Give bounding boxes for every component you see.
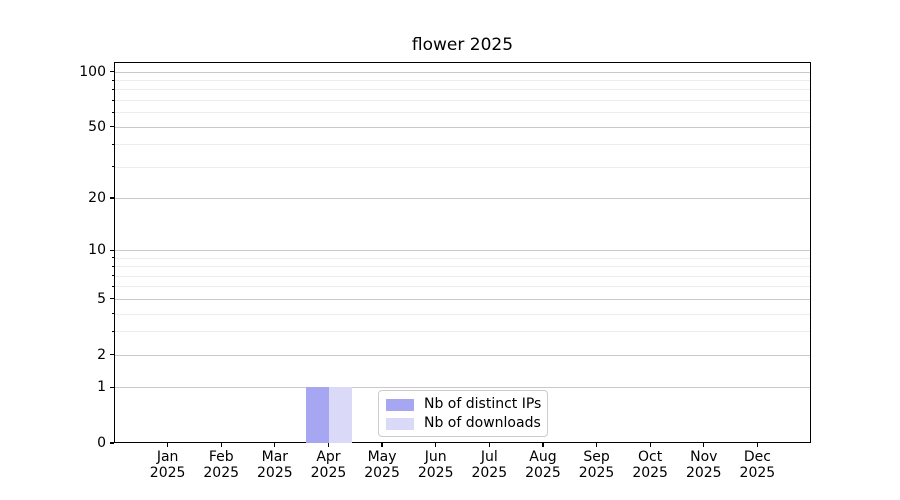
y-tick-major <box>110 249 114 251</box>
x-tick-label: Nov 2025 <box>685 449 722 481</box>
gridline-minor <box>115 100 810 102</box>
gridline-major <box>115 387 810 389</box>
y-tick-minor <box>112 143 114 145</box>
x-tick-label: Dec 2025 <box>739 449 776 481</box>
y-tick-minor <box>112 313 114 315</box>
y-tick-minor <box>112 330 114 332</box>
y-tick-label: 5 <box>97 290 106 307</box>
legend-item-1: Nb of downloads <box>386 415 541 432</box>
gridline-major <box>115 126 810 128</box>
y-tick-label: 100 <box>79 63 106 80</box>
y-tick-label: 2 <box>97 346 106 363</box>
x-tick-label: Jun 2025 <box>417 449 454 481</box>
plot-area <box>114 62 811 443</box>
x-tick-major <box>381 443 383 447</box>
x-tick-major <box>756 443 758 447</box>
x-tick-major <box>649 443 651 447</box>
gridline-minor <box>115 313 810 315</box>
y-tick-major <box>110 386 114 388</box>
bar-apr-series-1 <box>329 387 353 443</box>
y-tick-minor <box>112 257 114 259</box>
gridline-minor <box>115 275 810 277</box>
legend-swatch-icon <box>386 417 414 430</box>
y-tick-label: 0 <box>97 435 106 451</box>
x-tick-label: Feb 2025 <box>203 449 240 481</box>
y-tick-major <box>110 298 114 300</box>
legend-swatch-icon <box>386 398 414 411</box>
y-tick-label: 1 <box>97 379 106 396</box>
gridline-major <box>115 198 810 200</box>
gridline-minor <box>115 144 810 146</box>
gridline-major <box>115 71 810 73</box>
x-tick-label: Sep 2025 <box>578 449 615 481</box>
x-tick-label: Jan 2025 <box>149 449 186 481</box>
gridline-minor <box>115 112 810 114</box>
y-tick-major <box>110 71 114 73</box>
x-tick-label: Apr 2025 <box>310 449 347 481</box>
y-tick-minor <box>112 88 114 90</box>
gridline-minor <box>115 166 810 168</box>
y-tick-label: 20 <box>88 190 106 207</box>
x-tick-label: Mar 2025 <box>257 449 293 481</box>
x-tick-label: May 2025 <box>364 449 400 481</box>
gridline-major <box>115 250 810 252</box>
gridline-minor <box>115 257 810 259</box>
legend: Nb of distinct IPs Nb of downloads <box>378 390 548 437</box>
x-tick-major <box>274 443 276 447</box>
legend-label: Nb of downloads <box>424 415 541 431</box>
gridline-minor <box>115 286 810 288</box>
chart-title: flower 2025 <box>411 35 514 55</box>
y-tick-major <box>110 442 114 444</box>
gridline-minor <box>115 80 810 82</box>
y-tick-minor <box>112 79 114 81</box>
x-tick-label: Aug 2025 <box>525 449 561 481</box>
bar-apr-series-0 <box>306 387 330 443</box>
x-tick-major <box>220 443 222 447</box>
y-tick-minor <box>112 265 114 267</box>
gridline-minor <box>115 331 810 333</box>
x-tick-major <box>595 443 598 447</box>
legend-item-0: Nb of distinct IPs <box>386 396 541 413</box>
x-tick-label: Oct 2025 <box>632 449 668 481</box>
y-tick-label: 50 <box>88 118 106 135</box>
x-tick-major <box>327 443 330 447</box>
y-tick-minor <box>112 111 114 113</box>
x-tick-major <box>167 443 169 447</box>
y-tick-major <box>110 354 114 356</box>
x-tick-major <box>703 443 705 447</box>
y-tick-minor <box>112 99 114 101</box>
x-tick-major <box>542 443 544 447</box>
y-tick-major <box>110 197 114 199</box>
gridline-major <box>115 298 810 300</box>
x-tick-major <box>435 443 437 447</box>
gridline-minor <box>115 89 810 91</box>
y-tick-minor <box>112 285 114 287</box>
y-tick-minor <box>112 166 114 168</box>
legend-label: Nb of distinct IPs <box>424 396 542 412</box>
y-tick-label: 10 <box>88 242 106 259</box>
gridline-major <box>115 354 810 356</box>
gridline-minor <box>115 266 810 268</box>
y-tick-major <box>110 126 114 128</box>
x-tick-label: Jul 2025 <box>471 449 508 481</box>
y-tick-minor <box>112 275 114 277</box>
x-tick-major <box>488 443 490 447</box>
